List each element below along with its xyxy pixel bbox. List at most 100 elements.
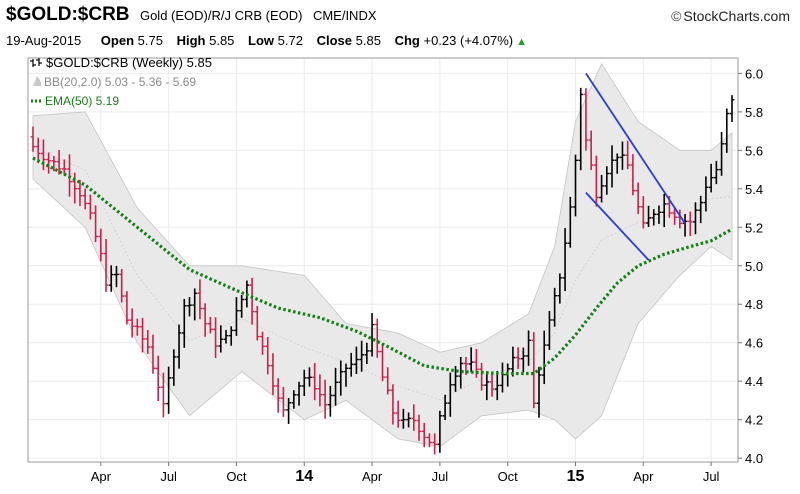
quote-line: 19-Aug-2015 Open 5.75 High 5.85 Low 5.72… — [6, 33, 527, 48]
brand-text: StockCharts.com — [683, 8, 790, 24]
ohlc-bar — [494, 370, 500, 401]
x-tick-label: Jul — [432, 469, 449, 484]
ohlc-bar — [687, 211, 693, 237]
x-tick-label: Jul — [703, 469, 720, 484]
ohlc-bar — [155, 355, 161, 402]
ohlc-bar — [327, 385, 333, 417]
y-tick-label: 4.0 — [745, 451, 763, 466]
ohlc-legend-icon — [30, 58, 42, 67]
ohlc-bar — [265, 336, 271, 375]
ohlc-bar — [181, 298, 187, 348]
ohlc-bar — [416, 414, 422, 441]
ohlc-bar — [468, 347, 474, 373]
ohlc-bar — [531, 332, 537, 409]
ohlc-bar — [98, 228, 104, 262]
ohlc-bar — [635, 182, 641, 215]
open-value: 5.75 — [137, 33, 163, 48]
ohlc-bar — [171, 349, 177, 386]
ohlc-bar — [541, 330, 547, 385]
ohlc-bar — [427, 433, 432, 448]
close-value: 5.85 — [355, 33, 381, 48]
ohlc-bar — [406, 412, 411, 428]
ohlc-bar — [30, 126, 36, 152]
ohlc-bar — [202, 303, 208, 337]
ohlc-bar — [312, 363, 318, 401]
ohlc-bar — [651, 209, 657, 226]
y-tick-label: 4.4 — [745, 374, 763, 389]
low-label: Low — [248, 33, 275, 48]
ohlc-bar — [547, 311, 552, 350]
ohlc-bar — [625, 140, 631, 170]
ohlc-bar — [348, 352, 354, 377]
ohlc-bar — [307, 367, 312, 387]
ohlc-bar — [108, 265, 114, 292]
ohlc-bar — [536, 366, 542, 418]
ohlc-bar — [520, 347, 526, 373]
ohlc-bar — [583, 88, 589, 151]
y-tick-label: 4.8 — [745, 297, 763, 312]
ohlc-bar — [677, 209, 683, 229]
ohlc-bar — [609, 145, 615, 188]
ohlc-bar — [317, 374, 323, 407]
trendline-lower — [585, 192, 650, 261]
ohlc-bar — [698, 195, 704, 224]
ohlc-bar — [374, 318, 380, 358]
ohlc-bar — [672, 207, 678, 225]
ohlc-bar — [166, 366, 172, 414]
ohlc-bar — [218, 325, 224, 353]
ohlc-bar — [223, 329, 229, 344]
x-tick-label: Apr — [91, 469, 112, 484]
close-label: Close — [316, 33, 353, 48]
ohlc-bar — [484, 371, 490, 401]
ohlc-bar — [129, 308, 135, 338]
brand-logo[interactable]: © StockCharts.com — [671, 8, 790, 24]
ohlc-bar — [119, 268, 125, 303]
ohlc-bar — [599, 174, 604, 203]
quote-date: 19-Aug-2015 — [6, 33, 82, 48]
ohlc-bar — [93, 205, 98, 243]
plot-frame — [27, 57, 739, 463]
y-tick-label: 5.8 — [745, 105, 763, 120]
ohlc-bar — [724, 108, 730, 153]
y-tick-label: 5.2 — [745, 220, 763, 235]
ohlc-bar — [562, 228, 568, 292]
ema-path — [32, 156, 733, 376]
ohlc-bar — [249, 277, 255, 325]
ohlc-bar — [400, 408, 406, 429]
up-arrow-icon: ▲ — [516, 36, 527, 48]
ohlc-bar — [343, 363, 349, 387]
ohlc-bar — [134, 318, 140, 336]
ohlc-bar — [61, 159, 67, 175]
y-tick-label: 6.0 — [745, 66, 763, 81]
high-value: 5.85 — [209, 33, 235, 48]
ohlc-bar — [124, 291, 130, 325]
ohlc-bar — [291, 390, 297, 409]
ohlc-bar — [703, 176, 709, 212]
ohlc-bar — [713, 160, 719, 185]
ohlc-bar — [693, 202, 698, 235]
ohlc-bar — [369, 313, 375, 357]
chg-value: +0.23 (+4.07%) — [423, 33, 514, 48]
ohlc-bar — [207, 316, 213, 334]
ohlc-bar — [213, 317, 218, 358]
ohlc-bar — [463, 356, 469, 376]
x-tick-label: 14 — [295, 468, 313, 485]
ohlc-bar — [333, 367, 338, 406]
bb-legend-icon — [33, 76, 41, 86]
open-label: Open — [100, 33, 135, 48]
symbol-description: Gold (EOD)/R/J CRB (EOD) — [139, 8, 303, 23]
ohlc-bar — [453, 366, 458, 392]
ohlc-bar — [187, 297, 192, 317]
x-tick-label: Apr — [362, 469, 383, 484]
ohlc-bar — [557, 273, 563, 304]
ohlc-bar — [228, 326, 234, 346]
ohlc-bar — [437, 410, 443, 453]
ohlc-bar — [77, 179, 83, 206]
ohlc-bar — [51, 156, 57, 172]
ohlc-bar — [656, 205, 662, 224]
ema-line — [32, 156, 733, 376]
ohlc-bar — [296, 381, 302, 406]
ohlc-bar — [280, 386, 286, 417]
ohlc-bar — [46, 152, 52, 174]
